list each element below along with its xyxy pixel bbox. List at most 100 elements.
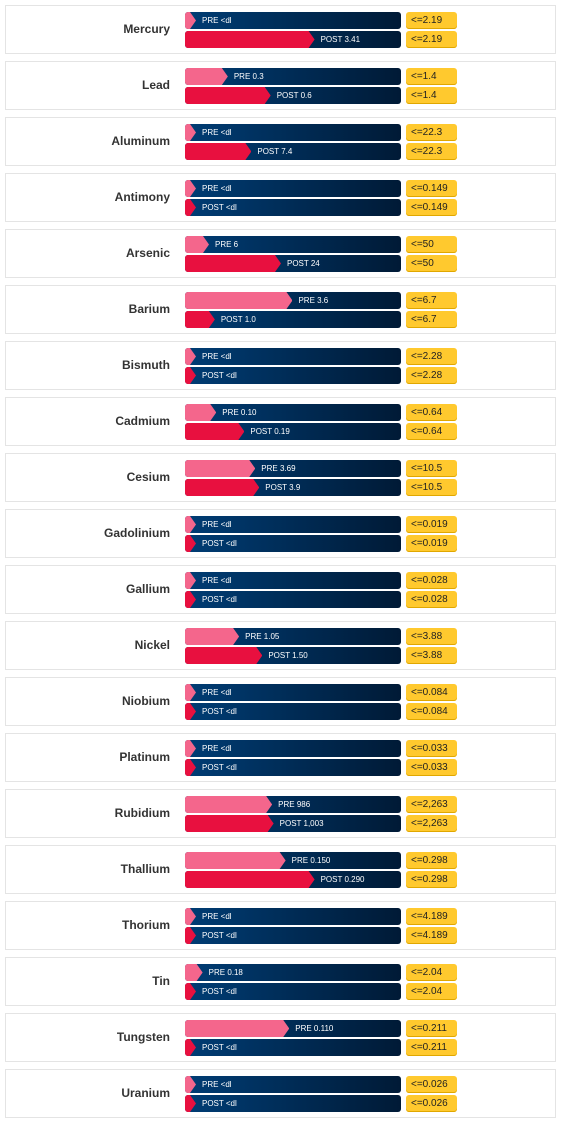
limit-badge: <=0.298 bbox=[406, 852, 457, 869]
limit-badge: <=6.7 bbox=[406, 311, 457, 328]
chart-row: Nickel PRE 1.05 <=3.88 POST 1.50 <=3.88 bbox=[5, 621, 556, 670]
limit-badge: <=50 bbox=[406, 255, 457, 272]
pre-value-label: PRE 0.3 bbox=[233, 72, 264, 81]
pre-bar-track: PRE 986 bbox=[185, 796, 401, 813]
chart-row: Lead PRE 0.3 <=1.4 POST 0.6 <=1.4 bbox=[5, 61, 556, 110]
limit-badge: <=0.211 bbox=[406, 1039, 457, 1056]
chart-row: Tin PRE 0.18 <=2.04 POST <dl <=2.04 bbox=[5, 957, 556, 1006]
post-bar-track: POST <dl bbox=[185, 1039, 401, 1056]
post-value-label: POST 24 bbox=[287, 259, 320, 268]
post-bar-track: POST <dl bbox=[185, 759, 401, 776]
chart-row: Gallium PRE <dl <=0.028 POST <dl <=0.028 bbox=[5, 565, 556, 614]
post-value-label: POST 7.4 bbox=[257, 147, 293, 156]
limit-badge: <=4.189 bbox=[406, 908, 457, 925]
post-value-label: POST <dl bbox=[202, 1099, 237, 1108]
post-bar-track: POST 1,003 bbox=[185, 815, 401, 832]
pre-value-bar bbox=[185, 180, 196, 197]
pre-bar-track: PRE <dl bbox=[185, 516, 401, 533]
pre-value-bar bbox=[185, 460, 255, 477]
pre-bar-track: PRE <dl bbox=[185, 908, 401, 925]
limit-badge: <=2.04 bbox=[406, 964, 457, 981]
pre-value-bar bbox=[185, 236, 209, 253]
limit-badge: <=0.028 bbox=[406, 591, 457, 608]
pre-bar-track: PRE 0.110 bbox=[185, 1020, 401, 1037]
limit-badge: <=3.88 bbox=[406, 647, 457, 664]
metal-name: Thorium bbox=[122, 918, 170, 932]
post-value-label: POST 3.41 bbox=[320, 35, 361, 44]
metal-name: Cadmium bbox=[115, 414, 170, 428]
limit-badge: <=0.64 bbox=[406, 404, 457, 421]
post-value-bar bbox=[185, 591, 196, 608]
post-bar-track: POST 1.0 bbox=[185, 311, 401, 328]
pre-value-bar bbox=[185, 68, 228, 85]
post-value-bar bbox=[185, 311, 215, 328]
post-bar-track: POST <dl bbox=[185, 983, 401, 1000]
limit-badge: <=2.19 bbox=[406, 31, 457, 48]
pre-bar-track: PRE 0.18 bbox=[185, 964, 401, 981]
chart-row: Aluminum PRE <dl <=22.3 POST 7.4 <=22.3 bbox=[5, 117, 556, 166]
post-value-bar bbox=[185, 199, 196, 216]
pre-value-label: PRE 3.6 bbox=[298, 296, 329, 305]
limit-badge: <=3.88 bbox=[406, 628, 457, 645]
post-bar-track: POST 3.41 bbox=[185, 31, 401, 48]
pre-value-bar bbox=[185, 12, 196, 29]
pre-bar-track: PRE 1.05 bbox=[185, 628, 401, 645]
post-value-label: POST <dl bbox=[202, 595, 237, 604]
limit-badge: <=0.084 bbox=[406, 703, 457, 720]
pre-value-label: PRE 0.10 bbox=[222, 408, 257, 417]
metal-name: Niobium bbox=[122, 694, 170, 708]
post-value-label: POST 1.0 bbox=[220, 315, 256, 324]
post-value-bar bbox=[185, 31, 315, 48]
metal-name: Platinum bbox=[119, 750, 170, 764]
post-value-label: POST 0.290 bbox=[320, 875, 365, 884]
metal-name: Gallium bbox=[125, 582, 170, 596]
pre-bar-track: PRE 3.6 bbox=[185, 292, 401, 309]
post-value-label: POST 3.9 bbox=[265, 483, 301, 492]
post-value-bar bbox=[185, 871, 315, 888]
limit-badge: <=2.28 bbox=[406, 367, 457, 384]
limit-badge: <=0.298 bbox=[406, 871, 457, 888]
limit-badge: <=0.084 bbox=[406, 684, 457, 701]
pre-value-bar bbox=[185, 852, 286, 869]
chart-row: Cesium PRE 3.69 <=10.5 POST 3.9 <=10.5 bbox=[5, 453, 556, 502]
chart-row: Mercury PRE <dl <=2.19 POST 3.41 <=2.19 bbox=[5, 5, 556, 54]
pre-value-label: PRE <dl bbox=[202, 352, 232, 361]
post-value-label: POST 1.50 bbox=[268, 651, 308, 660]
post-bar-track: POST 7.4 bbox=[185, 143, 401, 160]
chart-row: Thallium PRE 0.150 <=0.298 POST 0.290 <=0.29… bbox=[5, 845, 556, 894]
post-value-bar bbox=[185, 535, 196, 552]
pre-value-label: PRE 3.69 bbox=[261, 464, 296, 473]
pre-value-bar bbox=[185, 1020, 289, 1037]
post-bar-track: POST <dl bbox=[185, 367, 401, 384]
post-value-bar bbox=[185, 1039, 196, 1056]
post-bar-track: POST <dl bbox=[185, 703, 401, 720]
limit-badge: <=22.3 bbox=[406, 124, 457, 141]
limit-badge: <=10.5 bbox=[406, 460, 457, 477]
limit-badge: <=0.026 bbox=[406, 1076, 457, 1093]
pre-value-label: PRE <dl bbox=[202, 688, 232, 697]
chart-row: Barium PRE 3.6 <=6.7 POST 1.0 <=6.7 bbox=[5, 285, 556, 334]
limit-badge: <=0.033 bbox=[406, 759, 457, 776]
chart-row: Arsenic PRE 6 <=50 POST 24 <=50 bbox=[5, 229, 556, 278]
pre-bar-track: PRE <dl bbox=[185, 1076, 401, 1093]
limit-badge: <=0.019 bbox=[406, 516, 457, 533]
pre-value-label: PRE <dl bbox=[202, 128, 232, 137]
limit-badge: <=1.4 bbox=[406, 87, 457, 104]
pre-value-bar bbox=[185, 908, 196, 925]
pre-value-label: PRE <dl bbox=[202, 1080, 232, 1089]
metal-name: Rubidium bbox=[114, 806, 170, 820]
post-value-label: POST <dl bbox=[202, 707, 237, 716]
post-value-label: POST <dl bbox=[202, 371, 237, 380]
pre-value-bar bbox=[185, 796, 272, 813]
post-value-bar bbox=[185, 87, 271, 104]
post-value-label: POST <dl bbox=[202, 203, 237, 212]
metal-name: Tin bbox=[152, 974, 170, 988]
post-bar-track: POST 0.19 bbox=[185, 423, 401, 440]
pre-bar-track: PRE <dl bbox=[185, 348, 401, 365]
chart-row: Antimony PRE <dl <=0.149 POST <dl <=0.149 bbox=[5, 173, 556, 222]
post-value-label: POST <dl bbox=[202, 1043, 237, 1052]
limit-badge: <=0.028 bbox=[406, 572, 457, 589]
limit-badge: <=0.033 bbox=[406, 740, 457, 757]
metal-name: Nickel bbox=[134, 638, 170, 652]
pre-bar-track: PRE 0.150 bbox=[185, 852, 401, 869]
